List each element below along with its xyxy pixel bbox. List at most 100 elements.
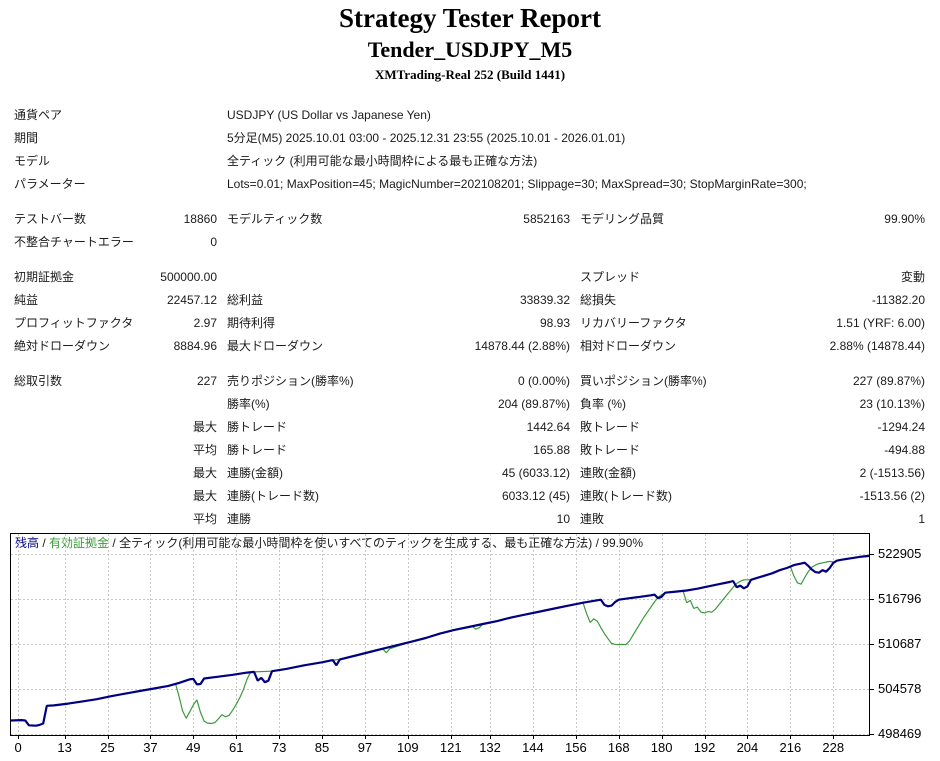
report-label: 連敗 [580,512,605,526]
report-value: -1513.56 (2) [859,489,925,503]
report-row: 平均 勝トレード 165.88 敗トレード -494.88 [0,439,940,462]
report-value: USDJPY (US Dollar vs Japanese Yen) [227,108,431,122]
report-label: 最大ドローダウン [227,339,324,353]
report-value: 22457.12 [166,293,217,307]
legend-equity-label: 有効証拠金 [49,536,110,550]
report-value: 8884.96 [173,339,217,353]
report-label: 勝トレード [227,443,288,457]
report-row: モデル 全ティック (利用可能な最小時間枠による最も正確な方法) [0,150,940,173]
report-value: 165.88 [533,443,570,457]
report-value: 227 (89.87%) [852,374,925,388]
x-axis-label: 13 [57,740,72,755]
x-axis-label: 49 [186,740,201,755]
x-axis-label: 37 [143,740,158,755]
x-axis-label: 61 [228,740,244,755]
report-row: 絶対ドローダウン 8884.96 最大ドローダウン 14878.44 (2.88%) 相… [0,335,940,358]
y-axis-label: 504578 [878,681,922,696]
x-axis-label: 0 [14,740,22,755]
report-label: パラメーター [14,177,86,191]
x-axis-label: 97 [357,740,373,755]
report-value: 18860 [183,212,217,226]
chart-legend: 残高 / 有効証拠金 / 全ティック(利用可能な最小時間枠を使いすべてのティック… [15,535,643,551]
report-label: 売りポジション(勝率%) [227,374,354,388]
y-axis-label: 516796 [878,591,922,606]
report-label: 総取引数 [14,374,63,388]
x-axis-label: 85 [314,740,330,755]
report-label: 連勝 [227,512,252,526]
report-value: 6033.12 (45) [501,489,570,503]
report-value: 14878.44 (2.88%) [474,339,570,353]
x-axis-label: 109 [396,740,419,755]
report-value: 5852163 [523,212,570,226]
report-label: 総損失 [580,293,617,307]
balance-chart: 残高 / 有効証拠金 / 全ティック(利用可能な最小時間枠を使いすべてのティック… [10,533,874,739]
report-value: 最大 [192,420,217,434]
report-value: 変動 [900,270,925,284]
report-row: テストバー数 18860 モデルティック数 5852163 モデリング品質 99.90% [0,208,940,231]
report-value: 1442.64 [526,420,570,434]
x-axis-label: 216 [779,740,802,755]
report-label: 連勝(トレード数) [227,489,319,503]
report-value: 平均 [192,443,217,457]
report-value: 23 (10.13%) [859,397,925,411]
report-value: 500000.00 [160,270,217,284]
report-label: 絶対ドローダウン [14,339,111,353]
chart-canvas [10,534,874,739]
x-axis-label: 156 [564,740,587,755]
y-axis-label: 498469 [878,726,922,741]
report-label: 連勝(金額) [227,466,283,480]
x-axis-label: 228 [822,740,845,755]
report-label: モデルティック数 [227,212,323,226]
x-axis-label: 180 [650,740,673,755]
report-table: 通貨ペア USDJPY (US Dollar vs Japanese Yen) 期間… [0,104,940,531]
x-axis-label: 204 [736,740,759,755]
report-label: 純益 [14,293,39,307]
report-value: 0 [210,235,217,249]
report-value: 2.97 [193,316,217,330]
x-axis-label: 168 [607,740,630,755]
report-value: 最大 [192,489,217,503]
report-value: Lots=0.01; MaxPosition=45; MagicNumber=2… [227,177,807,191]
report-label: 期間 [14,131,39,145]
report-value: -494.88 [884,443,925,457]
page-title: Strategy Tester Report [339,3,601,33]
y-axis-label: 522905 [878,546,922,561]
report-label: 期待利得 [227,316,276,330]
report-row: 総取引数 227 売りポジション(勝率%) 0 (0.00%) 買いポジション(勝率%)… [0,370,940,393]
report-row: パラメーター Lots=0.01; MaxPosition=45; MagicNu… [0,173,940,196]
report-row: プロフィットファクタ 2.97 期待利得 98.93 リカバリーファクタ 1.51 (YR… [0,312,940,335]
report-value: 204 (89.87%) [497,397,570,411]
report-label: 勝トレード [227,420,288,434]
y-axis-label: 510687 [878,636,922,651]
report-value: 全ティック (利用可能な最小時間枠による最も正確な方法) [227,154,538,168]
x-axis-label: 121 [439,740,462,755]
x-axis-label: 132 [479,740,501,755]
legend-balance-label: 残高 [15,536,40,550]
legend-separator: / [39,536,50,550]
legend-model-text: 全ティック(利用可能な最小時間枠を使いすべてのティックを生成する、最も正確な方法… [119,536,643,550]
report-label: 初期証拠金 [14,270,75,284]
report-label: 総利益 [227,293,264,307]
report-row: 勝率(%) 204 (89.87%) 負率 (%) 23 (10.13%) [0,393,940,416]
report-value: 2.88% (14878.44) [829,339,925,353]
report-label: 相対ドローダウン [580,339,677,353]
report-value: 1.51 (YRF: 6.00) [836,316,925,330]
report-label: 敗トレード [580,420,641,434]
report-value: 0 (0.00%) [517,374,570,388]
report-row: 純益 22457.12 総利益 33839.32 総損失 -11382.20 [0,289,940,312]
report-label: リカバリーファクタ [580,316,687,330]
server-build-line: XMTrading-Real 252 (Build 1441) [374,67,566,82]
report-value: 2 (-1513.56) [859,466,925,480]
report-value: 99.90% [884,212,925,226]
report-label: 敗トレード [580,443,641,457]
x-axis-label: 73 [271,740,287,755]
report-row: 最大 連勝(金額) 45 (6033.12) 連敗(金額) 2 (-1513.56) [0,462,940,485]
report-value: 10 [556,512,570,526]
report-label: テストバー数 [14,212,87,226]
report-value: 227 [196,374,217,388]
report-label: モデル [14,154,51,168]
report-row: 平均 連勝 10 連敗 1 [0,508,940,531]
report-row: 不整合チャートエラー 0 [0,231,940,254]
report-label: 連敗(金額) [580,466,636,480]
